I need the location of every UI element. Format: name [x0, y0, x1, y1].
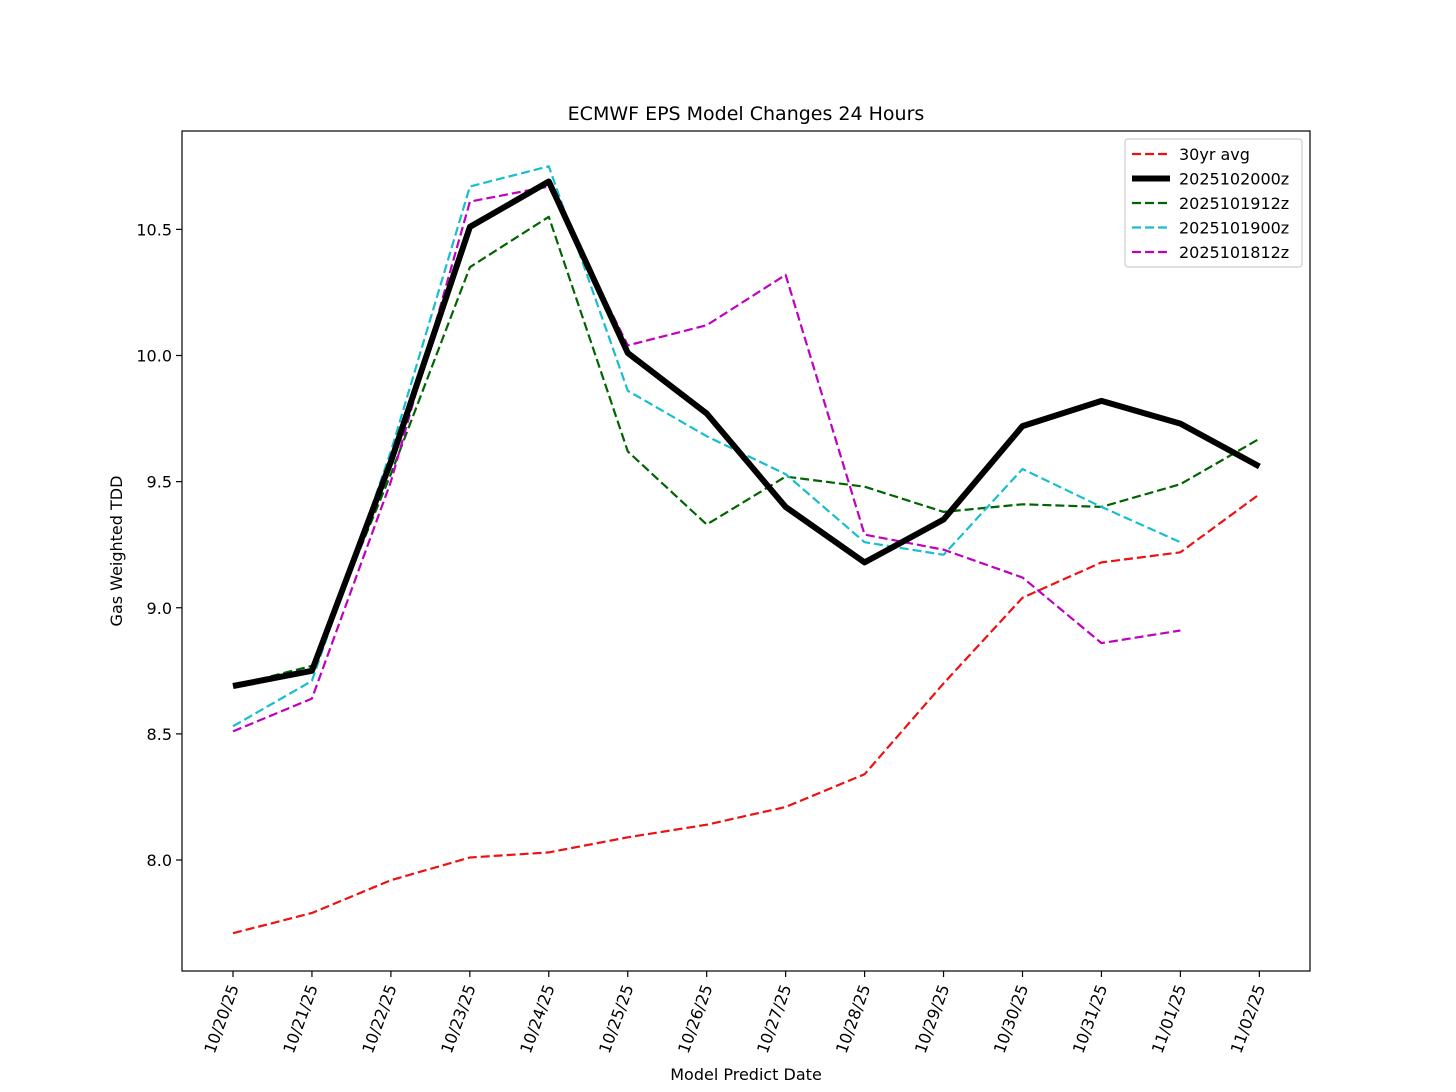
y-tick-label: 9.5 [147, 473, 172, 492]
legend: 30yr avg 2025102000z 2025101912z 2025101900… [1124, 138, 1303, 268]
y-axis: 8.0 8.5 9.0 9.5 10.0 10.5 [136, 220, 182, 870]
y-tick-label: 10.5 [136, 220, 172, 239]
y-tick-label: 8.5 [147, 725, 172, 744]
y-axis-label: Gas Weighted TDD [107, 476, 126, 627]
y-tick-label: 8.0 [147, 851, 172, 870]
x-axis-label: Model Predict Date [670, 1065, 822, 1084]
series-line-2025101912z [232, 215, 1260, 688]
legend-label: 2025101812z [1179, 243, 1289, 262]
series-line-2025101900z [232, 165, 1181, 728]
y-tick-label: 9.0 [147, 599, 172, 618]
chart-title: ECMWF EPS Model Changes 24 Hours [568, 103, 925, 125]
legend-label: 2025101912z [1179, 194, 1289, 213]
y-tick-label: 10.0 [136, 347, 172, 366]
legend-label: 30yr avg [1179, 145, 1250, 164]
series-layer [232, 165, 1261, 935]
legend-box [1124, 138, 1303, 268]
legend-label: 2025101900z [1179, 219, 1289, 238]
series-line-2025101812z [232, 185, 1181, 733]
series-line-2025102000z [232, 178, 1261, 689]
plot-frame [181, 130, 1311, 972]
series-line-30yr-avg [232, 493, 1261, 935]
legend-label: 2025102000z [1179, 170, 1289, 189]
